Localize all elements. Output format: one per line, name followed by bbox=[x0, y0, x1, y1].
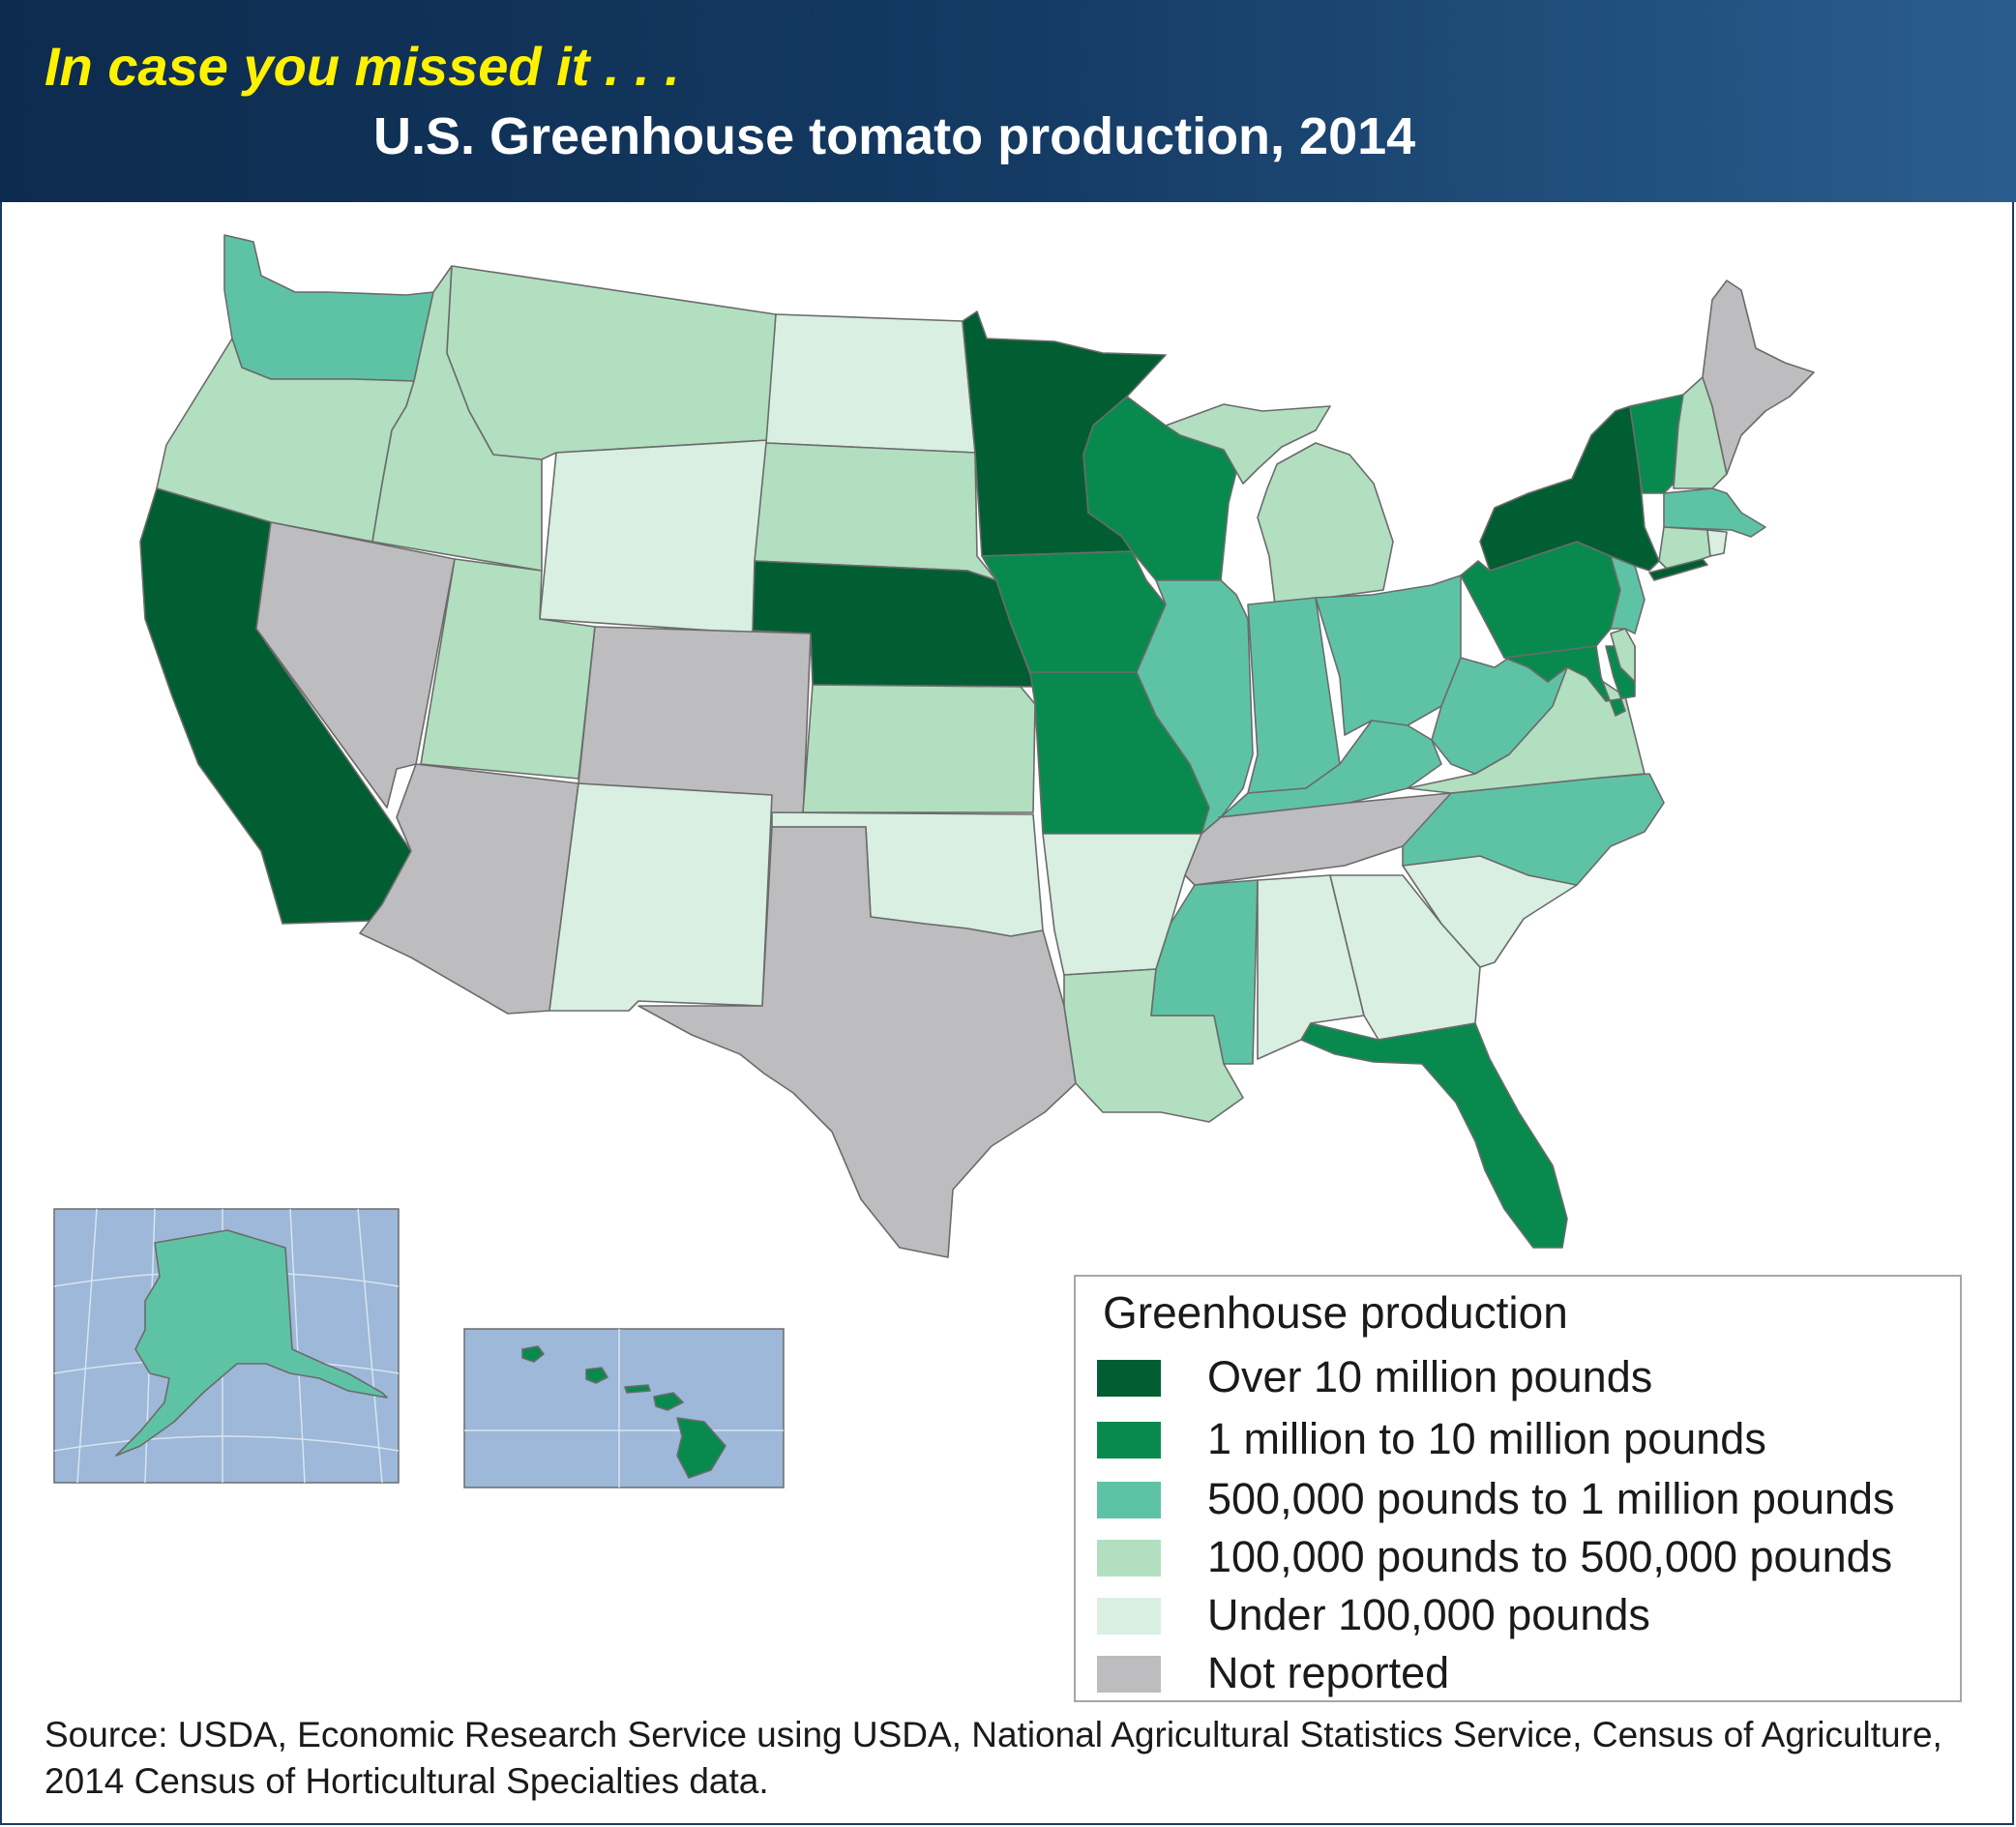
state-hawaii-oahu bbox=[585, 1367, 608, 1384]
title-banner: In case you missed it . . . U.S. Greenho… bbox=[0, 0, 2016, 202]
state-montana bbox=[446, 265, 777, 460]
state-michigan bbox=[1165, 403, 1331, 485]
content-frame bbox=[0, 202, 2014, 1825]
state-alaska bbox=[115, 1229, 388, 1457]
state-hawaii-maui bbox=[653, 1392, 684, 1411]
source-note: Source: USDA, Economic Research Service … bbox=[44, 1715, 1942, 1801]
legend-swatch bbox=[1097, 1656, 1161, 1693]
legend: Greenhouse production Over 10 million po… bbox=[1074, 1275, 1962, 1702]
legend-swatch bbox=[1097, 1540, 1161, 1577]
legend-title: Greenhouse production bbox=[1103, 1287, 1568, 1338]
map-title: U.S. Greenhouse tomato production, 2014 bbox=[373, 107, 1416, 165]
state-hawaii-big-island bbox=[676, 1417, 726, 1479]
legend-label: Under 100,000 pounds bbox=[1207, 1590, 1650, 1639]
state-south-dakota bbox=[754, 442, 997, 581]
state-texas bbox=[637, 826, 1077, 1258]
state-maine bbox=[1702, 280, 1815, 475]
legend-swatch bbox=[1097, 1422, 1161, 1459]
legend-label: 100,000 pounds to 500,000 pounds bbox=[1207, 1532, 1893, 1581]
legend-label: Over 10 million pounds bbox=[1207, 1352, 1653, 1401]
state-michigan-lower bbox=[1257, 442, 1394, 605]
state-mississippi bbox=[1150, 879, 1259, 1065]
state-ohio bbox=[1315, 575, 1462, 736]
legend-label: 1 million to 10 million pounds bbox=[1207, 1414, 1766, 1463]
state-kansas bbox=[802, 684, 1036, 813]
state-rhode-island bbox=[1706, 529, 1728, 557]
state-washington bbox=[223, 234, 434, 382]
legend-swatch bbox=[1097, 1360, 1161, 1397]
state-hawaii-molokai bbox=[624, 1384, 651, 1394]
hawaii-inset-graticule bbox=[464, 1329, 784, 1488]
us-choropleth-map bbox=[53, 234, 1815, 1488]
state-arizona bbox=[359, 763, 579, 1015]
state-hawaii-kauai bbox=[521, 1345, 545, 1363]
state-new-jersey bbox=[1610, 555, 1645, 634]
state-florida bbox=[1300, 1022, 1568, 1249]
legend-label: Not reported bbox=[1207, 1648, 1450, 1697]
state-delaware bbox=[1610, 628, 1636, 683]
hawaii-inset-frame bbox=[463, 1328, 785, 1488]
state-new-york-long-island bbox=[1648, 558, 1708, 581]
legend-swatch bbox=[1097, 1598, 1161, 1635]
state-wyoming bbox=[539, 439, 770, 634]
state-pennsylvania bbox=[1460, 541, 1621, 659]
state-new-mexico bbox=[548, 782, 773, 1012]
legend-label: 500,000 pounds to 1 million pounds bbox=[1207, 1474, 1895, 1523]
legend-swatch bbox=[1097, 1482, 1161, 1518]
state-georgia bbox=[1329, 874, 1481, 1041]
kicker-text: In case you missed it . . . bbox=[44, 36, 680, 97]
state-north-dakota bbox=[765, 313, 976, 454]
state-kentucky bbox=[1218, 720, 1442, 818]
